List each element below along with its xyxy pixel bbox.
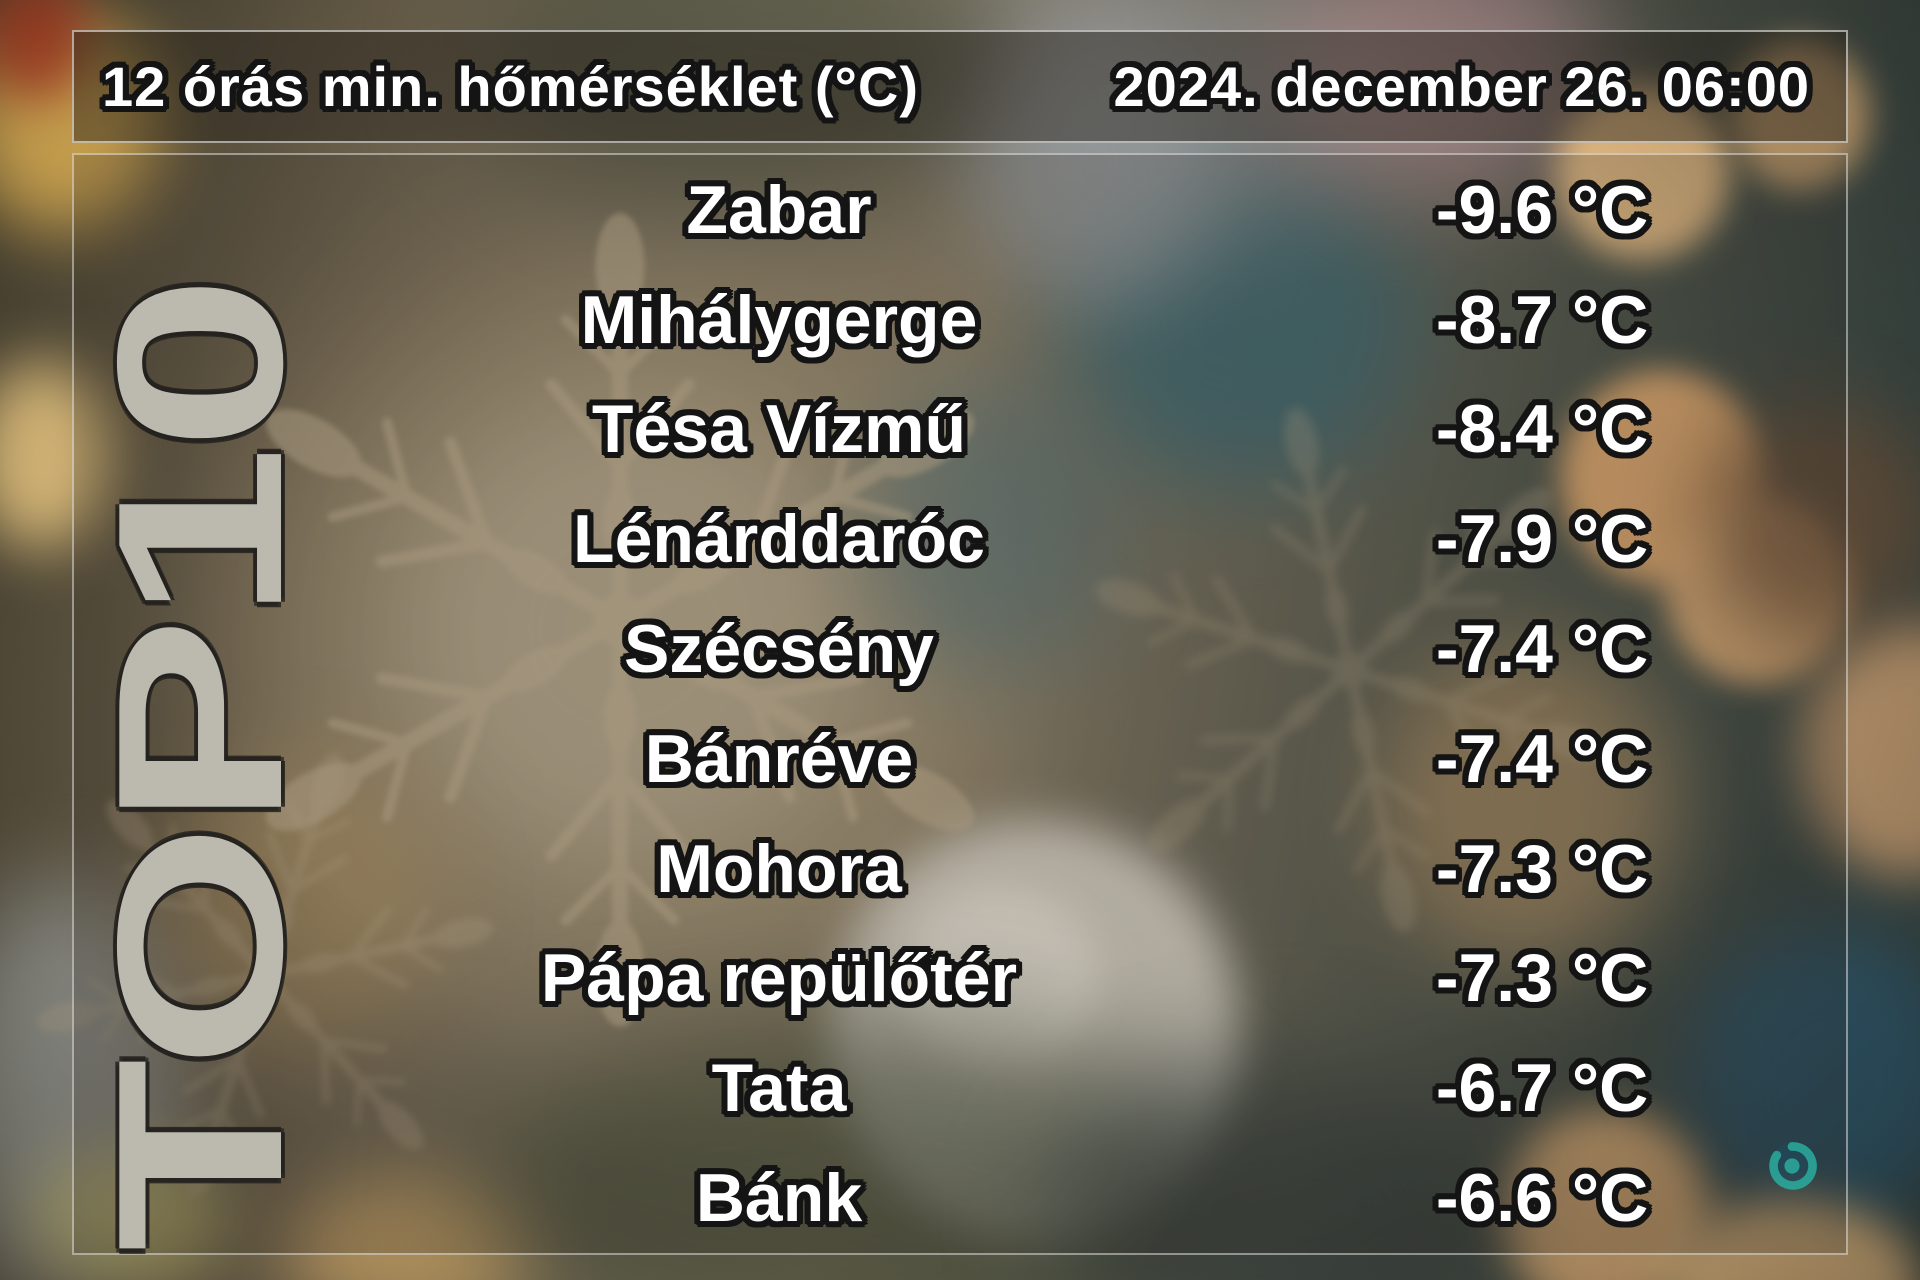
ranking-table: Zabar -9.6 °C Mihálygerge -8.7 °C Tésa V… (74, 155, 1846, 1253)
branch-shadow (1700, 400, 1920, 640)
station-temp: -7.4 °C (1435, 611, 1649, 688)
table-row: Mihálygerge -8.7 °C (74, 265, 1846, 375)
table-row: Szécsény -7.4 °C (74, 594, 1846, 704)
pinecone-highlight (980, 30, 1210, 310)
top10-badge: TOP10 (68, 279, 331, 1252)
station-name: Szécsény (624, 611, 934, 688)
station-temp: -9.6 °C (1435, 171, 1649, 248)
station-temp: -7.3 °C (1435, 940, 1649, 1017)
brand-logo-icon (1769, 1142, 1817, 1190)
station-temp: -6.6 °C (1435, 1160, 1649, 1237)
station-name: Zabar (686, 171, 872, 248)
station-name: Mihálygerge (580, 281, 978, 358)
header-datetime: 2024. december 26. 06:00 (1113, 55, 1810, 118)
station-name: Tésa Vízmű (591, 391, 967, 468)
station-name: Pápa repülőtér (540, 940, 1018, 1017)
ranking-panel: Zabar -9.6 °C Mihálygerge -8.7 °C Tésa V… (72, 153, 1848, 1255)
station-temp: -7.9 °C (1435, 501, 1649, 578)
station-temp: -8.4 °C (1435, 391, 1649, 468)
station-temp: -7.4 °C (1435, 720, 1649, 797)
table-row: Mohora -7.3 °C (74, 814, 1846, 924)
page-title: 12 órás min. hőmérséklet (°C) (102, 55, 919, 118)
bokeh-light (1555, 85, 1730, 260)
table-row: Bánréve -7.4 °C (74, 704, 1846, 814)
table-row: Zabar -9.6 °C (74, 155, 1846, 265)
table-row: Bánk -6.6 °C (74, 1143, 1846, 1253)
station-temp: -6.7 °C (1435, 1050, 1649, 1127)
bokeh-light (0, 360, 110, 550)
station-name: Mohora (656, 830, 902, 907)
header: 12 órás min. hőmérséklet (°C) 2024. dece… (72, 30, 1848, 143)
station-name: Tata (711, 1050, 847, 1127)
table-row: Lénárddaróc -7.9 °C (74, 484, 1846, 594)
station-name: Lénárddaróc (573, 501, 985, 578)
station-name: Bánréve (644, 720, 914, 797)
station-temp: -7.3 °C (1435, 830, 1649, 907)
table-row: Tésa Vízmű -8.4 °C (74, 375, 1846, 485)
station-temp: -8.7 °C (1435, 281, 1649, 358)
table-row: Tata -6.7 °C (74, 1033, 1846, 1143)
station-name: Bánk (695, 1160, 863, 1237)
table-row: Pápa repülőtér -7.3 °C (74, 924, 1846, 1034)
